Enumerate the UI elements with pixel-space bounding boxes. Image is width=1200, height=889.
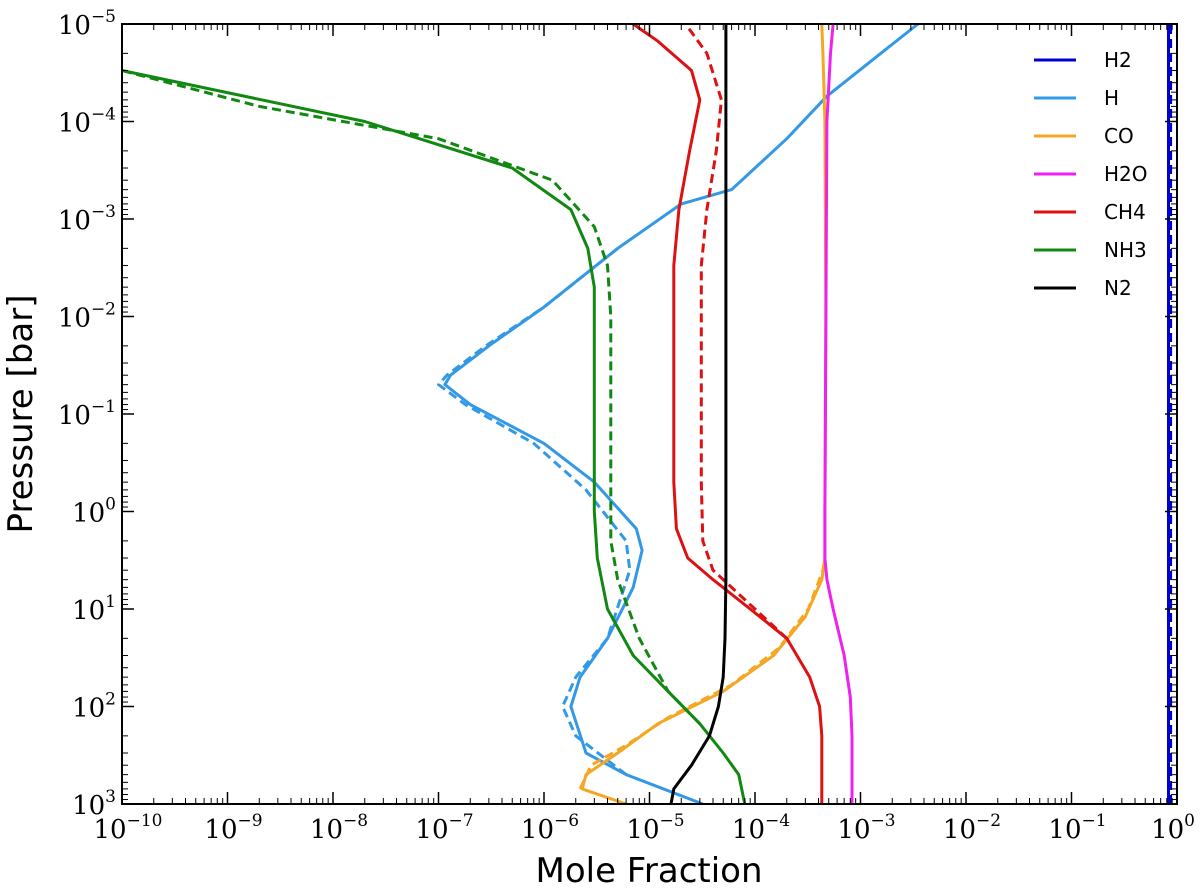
y-tick-label: 10−2 [58,300,116,334]
x-tick-label: 10−8 [310,811,368,845]
series-layer [122,24,1173,804]
y-tick-label: 101 [72,592,116,626]
series-nh3-solid-line [122,69,747,804]
series-ch4-dashed-line [684,24,788,640]
series-co-dashed-line [578,557,827,790]
y-axis-title: Pressure [bar] [1,295,41,534]
legend-label-h: H [1104,86,1119,110]
x-tick-label: 10−3 [837,811,895,845]
x-axis-title: Mole Fraction [535,851,762,889]
legend-label-co: CO [1104,124,1134,148]
x-tick-label: 10−2 [943,811,1001,845]
x-tick-label: 10−10 [94,811,163,845]
x-tick-label: 100 [1151,811,1195,845]
series-h2o-solid-line [823,24,854,804]
legend-label-ch4: CH4 [1104,200,1146,224]
legend-label-nh3: NH3 [1104,238,1147,262]
x-tick-label: 10−9 [204,811,262,845]
y-tick-label: 10−1 [58,397,116,431]
series-ch4-solid-line [632,24,824,804]
legend-label-n2: N2 [1104,276,1132,300]
x-tick-label: 10−4 [732,811,790,845]
y-tick-label: 102 [72,690,116,724]
x-tick-label: 10−6 [521,811,579,845]
y-tick-label: 10−4 [58,105,116,139]
series-n2-solid-line [669,24,728,804]
y-tick-label: 100 [72,495,116,529]
legend-label-h2: H2 [1104,48,1132,72]
tick-layer: 10−10 10−9 10−8 10−7 10−6 10−5 10−4 10−3 10−2 10−… [58,7,1195,845]
series-h-dashed-line [437,247,632,776]
y-tick-label: 10−3 [58,202,116,236]
legend: H2 H CO H2O CH4 NH3 N2 [1034,48,1148,300]
x-tick-label: 10−5 [626,811,684,845]
y-tick-label: 10−5 [58,7,116,41]
x-tick-label: 10−1 [1048,811,1106,845]
y-tick-label: 103 [72,787,116,821]
series-h-solid-line [443,24,919,804]
legend-label-h2o: H2O [1104,162,1148,186]
x-tick-label: 10−7 [415,811,473,845]
